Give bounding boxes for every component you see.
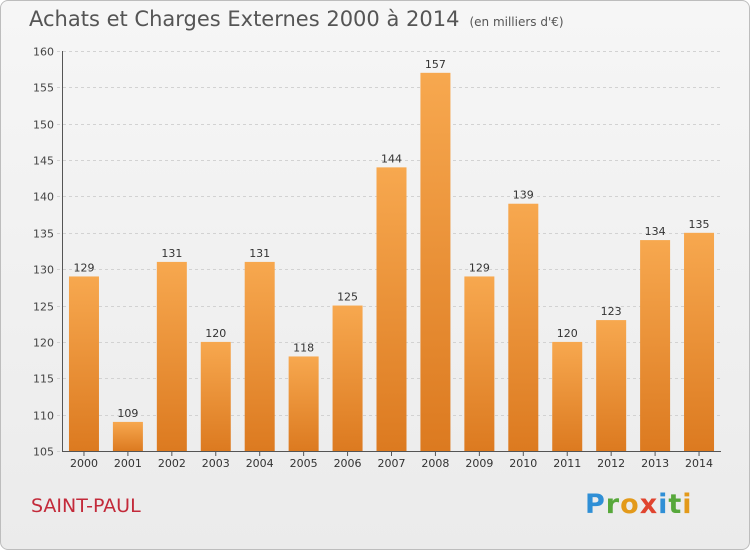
bar (684, 232, 715, 451)
x-tick-label: 2008 (421, 457, 449, 470)
bar (596, 320, 627, 451)
data-label: 134 (645, 225, 666, 238)
data-label: 131 (161, 247, 182, 260)
bar (376, 167, 407, 451)
bar (68, 276, 99, 451)
y-tick-label: 160 (33, 46, 54, 59)
y-tick-label: 115 (33, 373, 54, 386)
data-label: 144 (381, 152, 402, 165)
y-tick-label: 140 (33, 191, 54, 204)
data-label: 129 (73, 261, 94, 274)
data-label: 135 (689, 218, 710, 231)
x-tick-label: 2004 (246, 457, 274, 470)
data-label: 157 (425, 58, 446, 71)
y-tick-label: 135 (33, 228, 54, 241)
data-label: 139 (513, 189, 534, 202)
bar (332, 305, 363, 451)
y-tick-label: 150 (33, 119, 54, 132)
x-tick-label: 2002 (158, 457, 186, 470)
data-label: 120 (557, 327, 578, 340)
x-tick-label: 2011 (553, 457, 581, 470)
y-tick-label: 120 (33, 337, 54, 350)
proxiti-logo: Proxiti (585, 489, 693, 520)
data-label: 120 (205, 327, 226, 340)
x-tick-label: 2003 (202, 457, 230, 470)
chart-title: Achats et Charges Externes 2000 à 2014 (e… (29, 7, 564, 31)
data-label: 131 (249, 247, 270, 260)
y-tick-label: 110 (33, 410, 54, 423)
x-tick-label: 2009 (465, 457, 493, 470)
x-tick-label: 2005 (290, 457, 318, 470)
x-tick-label: 2006 (334, 457, 362, 470)
x-tick-label: 2000 (70, 457, 98, 470)
place-name: SAINT-PAUL (31, 495, 141, 517)
bar (508, 203, 539, 451)
bar (552, 341, 583, 451)
x-tick-label: 2001 (114, 457, 142, 470)
x-tick-label: 2014 (685, 457, 713, 470)
y-tick-label: 105 (33, 446, 54, 459)
y-tick-label: 155 (33, 82, 54, 95)
y-tick-label: 145 (33, 155, 54, 168)
data-label: 109 (117, 407, 138, 420)
bar (156, 261, 187, 451)
x-tick-label: 2012 (597, 457, 625, 470)
data-label: 123 (601, 305, 622, 318)
bar (200, 341, 231, 451)
y-tick-label: 125 (33, 301, 54, 314)
bar (420, 72, 451, 452)
x-tick-label: 2007 (378, 457, 406, 470)
y-tick-label: 130 (33, 264, 54, 277)
data-label: 118 (293, 341, 314, 354)
x-tick-label: 2013 (641, 457, 669, 470)
bar (464, 276, 495, 451)
data-label: 125 (337, 291, 358, 304)
data-label: 129 (469, 261, 490, 274)
bar (288, 356, 319, 451)
x-tick-label: 2010 (509, 457, 537, 470)
bar (112, 421, 143, 451)
chart-title-text: Achats et Charges Externes 2000 à 2014 (29, 7, 460, 31)
chart-unit: (en milliers d'€) (469, 15, 564, 29)
bar (244, 261, 275, 451)
bar (640, 240, 671, 451)
